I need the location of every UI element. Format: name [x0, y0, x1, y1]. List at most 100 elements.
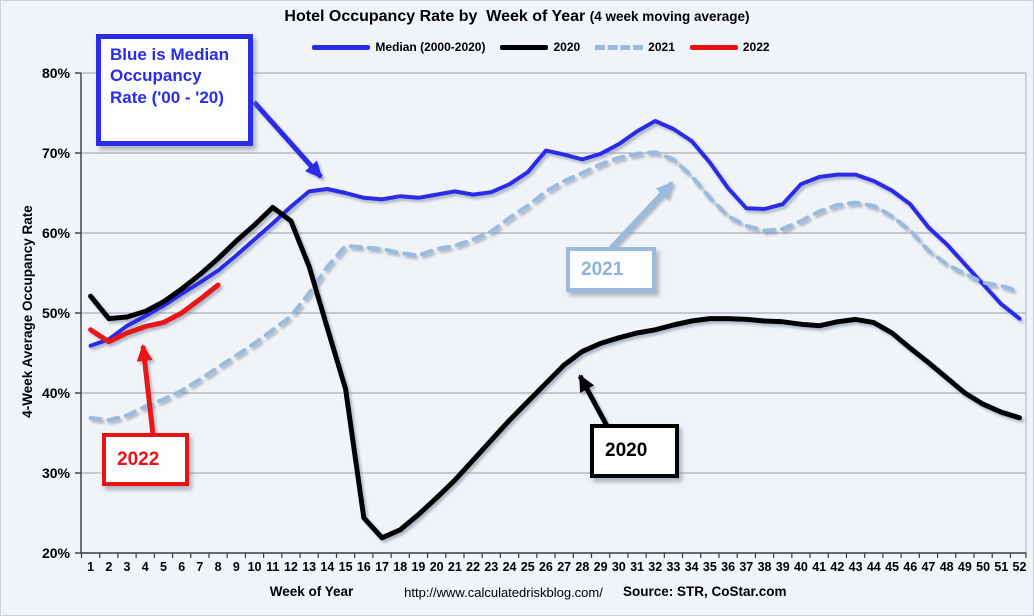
x-tick-label: 29 [594, 560, 608, 574]
x-tick-label: 50 [976, 560, 990, 574]
x-tick-label: 5 [160, 560, 167, 574]
annotation-arrows [136, 100, 674, 436]
x-tick-label: 10 [248, 560, 262, 574]
legend-label: Median (2000-2020) [375, 40, 486, 54]
annotation-label-2022: 2022 [117, 448, 160, 470]
x-tick-labels: 1 2 3 4 5 6 7 8 9 10 11 12 13 14 15 16 17 18 19 20 21 22 23 24 2… [87, 560, 1026, 574]
x-tick-label: 17 [375, 560, 389, 574]
legend-line-sample [500, 44, 549, 50]
x-tick-label: 35 [703, 560, 717, 574]
legend: Median (2000-2020) 2020 2021 2022 [25, 40, 1033, 54]
x-tick-label: 42 [830, 560, 844, 574]
x-tick-label: 52 [1013, 560, 1027, 574]
x-tick-label: 38 [758, 560, 772, 574]
x-tick-label: 47 [921, 560, 935, 574]
x-tick-label: 11 [266, 560, 279, 574]
series-line-2022 [88, 282, 221, 345]
y-tick-label: 50% [42, 305, 71, 321]
x-tick-label: 28 [575, 560, 589, 574]
annotation-box-2021: 2021 [566, 247, 656, 292]
legend-line-sample [312, 44, 371, 50]
legend-item-2022: 2022 [689, 40, 770, 54]
legend-label: 2021 [648, 40, 675, 54]
x-tick-label: 34 [685, 560, 699, 574]
annotation-arrow-y2020 [577, 374, 610, 428]
x-tick-label: 49 [958, 560, 972, 574]
y-tick-label: 80% [42, 65, 71, 81]
x-tick-label: 30 [612, 560, 626, 574]
x-tick-label: 18 [393, 560, 407, 574]
series-lines [88, 119, 1023, 541]
x-tick-label: 13 [302, 560, 316, 574]
x-tick-label: 3 [124, 560, 131, 574]
legend-label: 2022 [742, 40, 770, 54]
chart-title: Hotel Occupancy Rate by Week of Year (4 … [1, 8, 1033, 26]
x-tick-label: 44 [867, 560, 881, 574]
legend-label: 2020 [553, 40, 581, 54]
x-tick-label: 19 [411, 560, 425, 574]
y-tick-label: 70% [42, 145, 71, 161]
x-tick-label: 51 [994, 560, 1008, 574]
annotation-box-median-note: Blue is Median Occupancy Rate ('00 - '20… [96, 34, 253, 146]
chart-title-subnote: (4 week moving average) [589, 9, 750, 24]
x-tick-label: 23 [484, 560, 498, 574]
x-tick-label: 33 [666, 560, 680, 574]
x-tick-label: 26 [539, 560, 553, 574]
x-tick-label: 32 [648, 560, 662, 574]
annotation-arrow-y2021 [609, 181, 674, 250]
x-tick-label: 37 [739, 560, 753, 574]
legend-item-2020: 2020 [500, 40, 580, 54]
x-tick-label: 25 [521, 560, 535, 574]
x-tick-label: 8 [215, 560, 222, 574]
x-tick-label: 27 [557, 560, 571, 574]
x-tick-label: 22 [466, 560, 480, 574]
annotation-label-2020: 2020 [605, 440, 648, 461]
annotation-box-2022: 2022 [102, 433, 189, 486]
x-tick-label: 7 [196, 560, 203, 574]
x-tick-label: 43 [849, 560, 863, 574]
x-tick-label: 4 [142, 560, 149, 574]
x-tick-label: 6 [178, 560, 185, 574]
x-tick-label: 39 [776, 560, 790, 574]
series-line-median-2000-2020- [88, 119, 1022, 348]
y-tick-label: 20% [42, 545, 71, 561]
x-tick-label: 41 [812, 560, 826, 574]
y-tick-label: 30% [42, 465, 71, 481]
x-tick-label: 45 [885, 560, 899, 574]
annotation-arrow-y2022 [136, 344, 156, 436]
y-tick-label: 40% [42, 385, 71, 401]
x-tick-label: 15 [339, 560, 353, 574]
y-tick-labels: 80% 70% 60% 50% 40% 30% 20% [42, 65, 71, 561]
x-axis-title: Week of Year [269, 584, 354, 599]
x-tick-label: 36 [721, 560, 735, 574]
legend-item-2021: 2021 [595, 40, 675, 54]
annotation-arrow-blue_note [252, 100, 323, 179]
legend-line-sample [595, 44, 644, 50]
footer-source: Source: STR, CoStar.com [623, 584, 787, 599]
x-tick-label: 21 [448, 560, 462, 574]
footer-url: http://www.calculatedriskblog.com/ [404, 585, 603, 600]
x-tick-label: 31 [630, 560, 644, 574]
series-line-2021 [88, 150, 1022, 423]
legend-line-sample [689, 44, 738, 50]
annotation-label-2021: 2021 [581, 258, 624, 280]
x-tick-label: 20 [430, 560, 444, 574]
gridlines [81, 72, 1027, 553]
chart-title-main: Hotel Occupancy Rate by Week of Year [284, 8, 586, 25]
legend-item-median-2000-2020-: Median (2000-2020) [312, 40, 485, 54]
x-tick-label: 1 [87, 560, 94, 574]
x-tick-label: 16 [357, 560, 371, 574]
x-tick-label: 9 [233, 560, 240, 574]
x-tick-label: 24 [503, 560, 517, 574]
x-tick-label: 40 [794, 560, 808, 574]
axes [75, 72, 1027, 558]
x-tick-label: 12 [284, 560, 298, 574]
series-line-2020 [88, 204, 1023, 541]
x-tick-label: 48 [940, 560, 954, 574]
x-tick-label: 46 [903, 560, 917, 574]
x-tick-label: 14 [320, 560, 334, 574]
x-tick-label: 2 [105, 560, 112, 574]
annotation-box-2020: 2020 [590, 424, 679, 478]
